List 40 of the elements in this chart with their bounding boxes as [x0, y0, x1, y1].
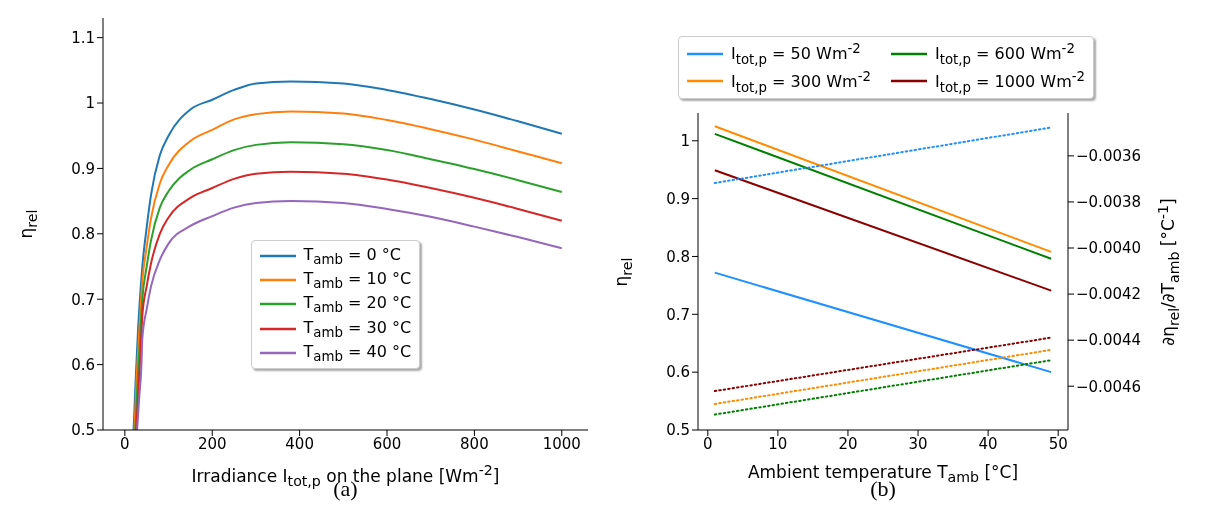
y2-tick-label: −0.0046: [1076, 377, 1142, 396]
x-tick-label: 40: [978, 434, 998, 453]
y-tick-label: 0.5: [71, 421, 95, 440]
x-tick-label: 50: [1048, 434, 1068, 453]
y2-tick-label: −0.0038: [1076, 193, 1142, 212]
legend-label: I$_{tot,p}$ = 1000 Wm$^{-2}$: [934, 68, 1086, 95]
y2-tick-label: −0.0042: [1076, 285, 1142, 304]
y-tick-label: 0.8: [666, 247, 690, 266]
x-tick-label: 200: [197, 434, 227, 453]
x-tick-label: 800: [460, 434, 489, 453]
y-tick-label: 0.7: [71, 290, 95, 309]
y-tick-label: 0.7: [666, 305, 690, 324]
legend-label: T$_{amb}$ = 30 °C: [303, 317, 412, 340]
legend-label: I$_{tot,p}$ = 600 Wm$^{-2}$: [934, 41, 1075, 67]
legend-label: T$_{amb}$ = 20 °C: [303, 293, 412, 316]
y2-tick-label: −0.0036: [1076, 147, 1142, 166]
y-tick-label: 0.8: [71, 225, 95, 244]
y-tick-label: 0.9: [666, 189, 690, 208]
y-tick-label: 1.1: [71, 28, 95, 47]
x-tick-label: 10: [768, 434, 788, 453]
legend-label: I$_{tot,p}$ = 300 Wm$^{-2}$: [731, 68, 871, 95]
x-tick-label: 0: [703, 434, 713, 453]
y2-tick-label: −0.0040: [1076, 239, 1142, 258]
x-tick-label: 20: [838, 434, 858, 453]
x-tick-label: 0: [120, 434, 130, 453]
y-tick-label: 0.9: [71, 159, 95, 178]
x-tick-label: 1000: [542, 434, 581, 453]
y-tick-label: 0.6: [666, 363, 690, 382]
legend-label: T$_{amb}$ = 10 °C: [303, 269, 412, 292]
y-tick-label: 0.6: [71, 355, 95, 374]
y2-tick-label: −0.0044: [1076, 331, 1142, 350]
y-tick-label: 1: [85, 94, 95, 113]
legend-label: I$_{tot,p}$ = 50 Wm$^{-2}$: [731, 41, 861, 67]
legend-label: T$_{amb}$ = 40 °C: [303, 341, 412, 364]
y-tick-label: 0.5: [666, 421, 690, 440]
x-tick-label: 30: [908, 434, 928, 453]
y-tick-label: 1: [680, 132, 690, 151]
x-tick-label: 600: [372, 434, 402, 453]
legend-label: T$_{amb}$ = 0 °C: [303, 245, 401, 268]
x-tick-label: 400: [285, 434, 314, 453]
